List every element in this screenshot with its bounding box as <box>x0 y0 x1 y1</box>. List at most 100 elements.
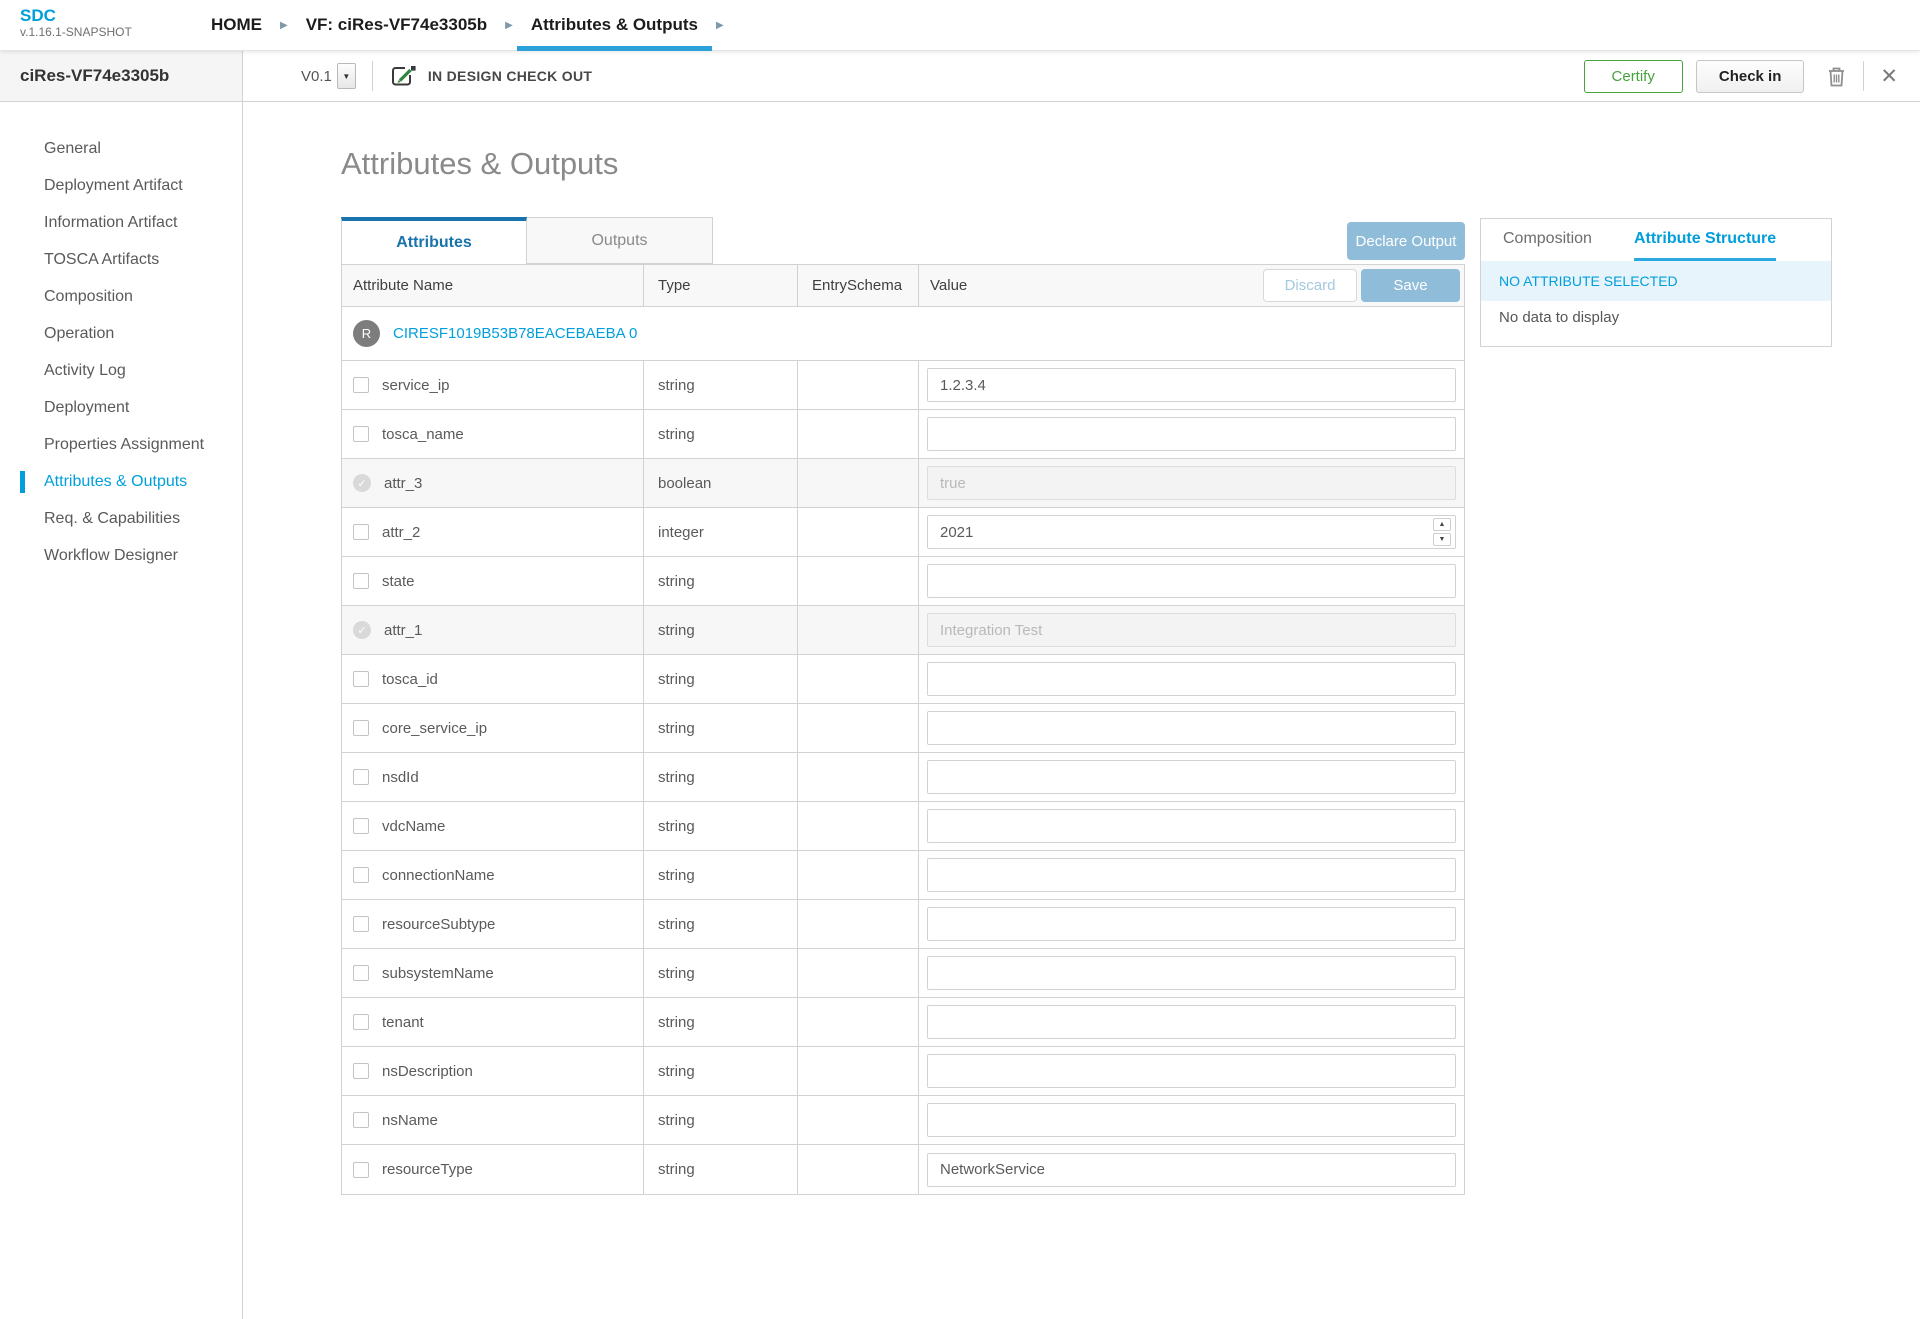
row-checkbox[interactable] <box>353 818 369 834</box>
attribute-name: subsystemName <box>382 964 494 982</box>
sidebar-item-information-artifact[interactable]: Information Artifact <box>44 213 178 231</box>
attribute-value-input <box>927 613 1456 647</box>
sidebar-item-attributes-outputs[interactable]: Attributes & Outputs <box>0 463 242 500</box>
row-checkbox[interactable] <box>353 1161 369 1178</box>
spinner-up-icon[interactable]: ▲ <box>1433 518 1451 531</box>
table-row[interactable]: ✓ core_service_ip string ▲ ▼ <box>342 704 1464 753</box>
table-row[interactable]: ✓ resourceSubtype string ▲ ▼ <box>342 900 1464 949</box>
checkin-button[interactable]: Check in <box>1695 59 1805 93</box>
attribute-entryschema <box>798 508 919 556</box>
sidebar-item-properties-assignment[interactable]: Properties Assignment <box>44 435 205 453</box>
table-row[interactable]: ✓ nsName string ▲ ▼ <box>342 1096 1464 1145</box>
attribute-value-input[interactable] <box>927 858 1456 892</box>
panel-tab-composition[interactable]: Composition <box>1503 229 1592 247</box>
attribute-value-input[interactable] <box>927 417 1456 451</box>
attribute-value-input[interactable] <box>927 760 1456 794</box>
tab-attributes[interactable]: Attributes <box>341 217 527 264</box>
table-row[interactable]: ✓ tosca_id string ▲ ▼ <box>342 655 1464 704</box>
table-row[interactable]: ✓ nsdId string ▲ ▼ <box>342 753 1464 802</box>
row-checkbox[interactable] <box>353 769 369 785</box>
sidebar-item-operation[interactable]: Operation <box>44 324 115 342</box>
row-checkbox[interactable] <box>353 916 369 932</box>
row-checkbox[interactable] <box>353 965 369 981</box>
top-bar: SDC v.1.16.1-SNAPSHOT HOME ▶ VF: ciRes-VF7… <box>0 0 1920 51</box>
sidebar-item-general[interactable]: General <box>44 139 101 157</box>
instance-link[interactable]: CIRESF1019B53B78EACEBAEBA 0 <box>393 325 638 342</box>
attribute-entryschema <box>798 1145 919 1194</box>
attribute-name: attr_3 <box>384 474 423 492</box>
attribute-type: string <box>644 557 798 605</box>
row-checkbox[interactable] <box>353 867 369 883</box>
attribute-entryschema <box>798 1096 919 1144</box>
row-checkbox[interactable] <box>353 377 369 393</box>
sidebar-item-tosca-artifacts[interactable]: TOSCA Artifacts <box>44 250 160 268</box>
attribute-entryschema <box>798 459 919 507</box>
spinner-down-icon[interactable]: ▼ <box>1433 533 1451 546</box>
row-checkbox[interactable] <box>353 524 369 540</box>
version-dropdown[interactable]: ▼ <box>336 63 356 89</box>
close-icon[interactable]: ✕ <box>1880 64 1898 88</box>
version-label: V0.1 <box>301 67 332 85</box>
panel-tab-attribute-structure[interactable]: Attribute Structure <box>1633 219 1777 261</box>
table-row[interactable]: ✓ attr_1 string ▲ ▼ <box>342 606 1464 655</box>
discard-button[interactable]: Discard <box>1263 269 1357 302</box>
row-checkbox[interactable] <box>353 1014 369 1030</box>
trash-icon[interactable] <box>1826 65 1847 88</box>
sidebar-item-deployment[interactable]: Deployment <box>44 398 130 416</box>
sdc-logo: SDC v.1.16.1-SNAPSHOT <box>0 0 197 50</box>
row-checkbox[interactable] <box>353 426 369 442</box>
sidebar-item-workflow-designer[interactable]: Workflow Designer <box>44 546 178 564</box>
attribute-name: resourceSubtype <box>382 915 496 933</box>
attribute-entryschema <box>798 606 919 654</box>
attribute-value-input[interactable] <box>927 1103 1456 1137</box>
table-row[interactable]: ✓ vdcName string ▲ ▼ <box>342 802 1464 851</box>
divider <box>1863 61 1865 91</box>
row-checkbox[interactable] <box>353 1112 369 1128</box>
breadcrumb-item[interactable]: Attributes & Outputs <box>516 0 713 51</box>
row-checkbox[interactable] <box>353 720 369 736</box>
attribute-value-input[interactable] <box>927 515 1456 549</box>
table-row[interactable]: ✓ subsystemName string ▲ ▼ <box>342 949 1464 998</box>
attribute-value-input[interactable] <box>927 368 1456 402</box>
sidebar-item-req-capabilities[interactable]: Req. & Capabilities <box>44 509 181 527</box>
attribute-value-input[interactable] <box>927 662 1456 696</box>
attribute-value-input[interactable] <box>927 1005 1456 1039</box>
attribute-value-input[interactable] <box>927 1152 1456 1187</box>
row-checkbox[interactable] <box>353 671 369 687</box>
attribute-value-input[interactable] <box>927 1054 1456 1088</box>
attribute-type: string <box>644 1096 798 1144</box>
attribute-value-input[interactable] <box>927 907 1456 941</box>
declare-output-button[interactable]: Declare Output <box>1347 222 1465 260</box>
breadcrumb-item[interactable]: HOME <box>211 15 262 34</box>
table-header: Attribute Name Type EntrySchema Value Di… <box>342 265 1464 307</box>
sidebar-item-composition[interactable]: Composition <box>44 287 133 305</box>
sidebar-item-deployment-artifact[interactable]: Deployment Artifact <box>44 176 183 194</box>
table-row[interactable]: ✓ state string ▲ ▼ <box>342 557 1464 606</box>
sidebar-item-activity-log[interactable]: Activity Log <box>44 361 126 379</box>
table-row[interactable]: ✓ service_ip string ▲ ▼ <box>342 361 1464 410</box>
certify-button[interactable]: Certify <box>1583 59 1683 93</box>
table-row[interactable]: ✓ nsDescription string ▲ ▼ <box>342 1047 1464 1096</box>
attribute-type: boolean <box>644 459 798 507</box>
table-row[interactable]: ✓ attr_3 boolean ▲ ▼ <box>342 459 1464 508</box>
table-row[interactable]: ✓ tosca_name string ▲ ▼ <box>342 410 1464 459</box>
row-checkbox[interactable] <box>353 1063 369 1079</box>
detail-panel-tabs: Composition Attribute Structure <box>1481 219 1831 261</box>
number-spinner[interactable]: ▲ ▼ <box>1433 518 1451 546</box>
breadcrumb: HOME ▶ VF: ciRes-VF74e3305b ▶ Attributes & O… <box>197 0 728 51</box>
instance-group-row[interactable]: R CIRESF1019B53B78EACEBAEBA 0 <box>342 307 1464 361</box>
save-button[interactable]: Save <box>1361 269 1460 302</box>
table-row[interactable]: ✓ attr_2 integer ▲ ▼ <box>342 508 1464 557</box>
attribute-value-input[interactable] <box>927 711 1456 745</box>
attribute-value-input[interactable] <box>927 809 1456 843</box>
attribute-name: nsName <box>382 1111 438 1129</box>
row-checkbox[interactable] <box>353 573 369 589</box>
table-row[interactable]: ✓ connectionName string ▲ ▼ <box>342 851 1464 900</box>
table-row[interactable]: ✓ tenant string ▲ ▼ <box>342 998 1464 1047</box>
attribute-value-input[interactable] <box>927 564 1456 598</box>
breadcrumb-item[interactable]: VF: ciRes-VF74e3305b <box>305 15 488 34</box>
table-row[interactable]: ✓ resourceType string ▲ ▼ <box>342 1145 1464 1194</box>
tab-outputs[interactable]: Outputs <box>527 217 713 264</box>
attribute-value-input[interactable] <box>927 956 1456 990</box>
attribute-name: state <box>382 572 415 590</box>
